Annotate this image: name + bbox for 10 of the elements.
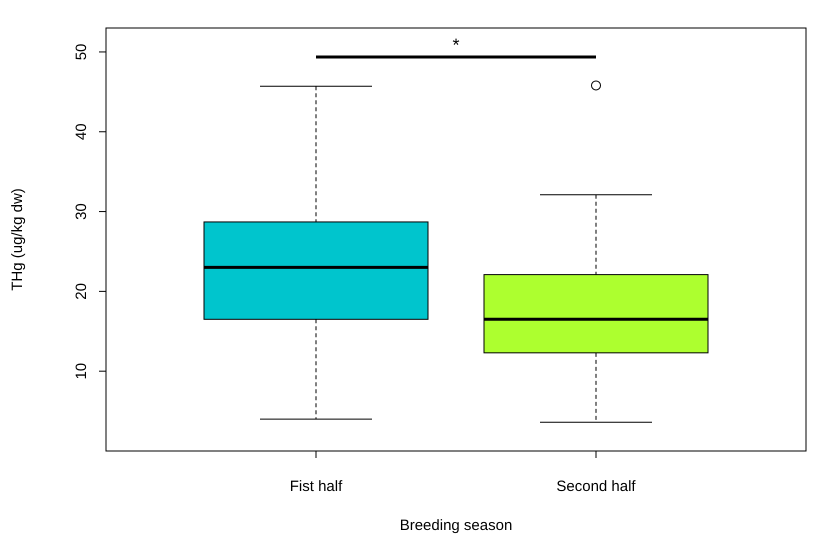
x-tick-label: Fist half xyxy=(290,478,344,495)
y-tick-label: 20 xyxy=(73,283,90,300)
y-axis-title: THg (ug/kg dw) xyxy=(9,188,26,291)
x-tick-label: Second half xyxy=(556,478,636,495)
x-axis-title: Breeding season xyxy=(400,517,512,534)
y-tick-label: 40 xyxy=(73,123,90,140)
annotation: * xyxy=(452,35,460,55)
y-tick-label: 10 xyxy=(73,362,90,380)
y-tick-label: 50 xyxy=(73,44,90,60)
y-tick-label: 30 xyxy=(73,203,90,220)
